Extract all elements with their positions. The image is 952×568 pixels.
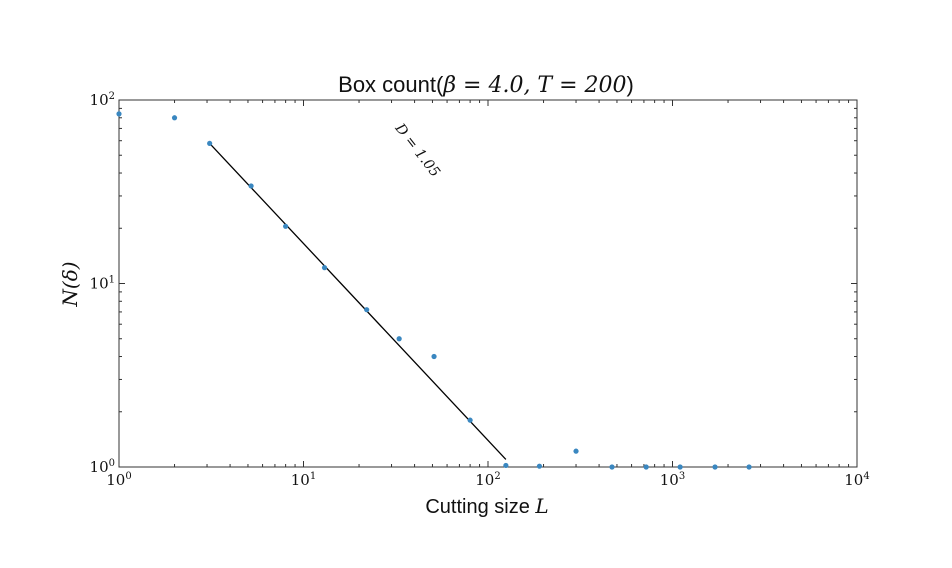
data-point — [116, 111, 122, 117]
data-point — [677, 464, 683, 470]
data-point — [609, 464, 615, 470]
y-tick-label: 101 — [90, 275, 115, 293]
y-tick-label: 102 — [90, 91, 115, 109]
x-axis-label: Cutting size L — [425, 494, 548, 518]
data-point — [171, 115, 178, 121]
data-point — [503, 462, 509, 469]
y-tick-label: 100 — [90, 458, 115, 476]
data-point — [467, 417, 473, 423]
data-points — [116, 111, 752, 470]
fit-annotation: D = 1.05 — [391, 120, 443, 180]
data-point — [248, 183, 254, 189]
data-point — [321, 265, 328, 271]
plot-frame — [118, 99, 858, 468]
data-point — [207, 140, 213, 147]
data-point — [431, 353, 437, 360]
chart-title-suffix: ) — [627, 72, 634, 97]
data-point — [643, 464, 649, 470]
x-tick-label: 100 — [106, 471, 131, 489]
x-tick-label: 101 — [291, 471, 316, 489]
data-point — [573, 448, 579, 454]
data-point — [536, 463, 543, 469]
x-tick-label: 103 — [660, 471, 685, 489]
tick-labels: 100 101 102 103 104 100 101 102 — [90, 91, 870, 489]
chart-title-math: β = 4.0, T = 200 — [442, 73, 626, 98]
data-point — [283, 223, 289, 229]
data-point — [364, 307, 370, 313]
x-axis-label-math: L — [534, 494, 548, 518]
chart-title: Box count(β = 4.0, T = 200) — [338, 72, 634, 98]
chart-title-prefix: Box count( — [338, 72, 444, 97]
axis-ticks — [118, 100, 857, 468]
x-tick-label: 104 — [844, 471, 869, 489]
data-point — [746, 464, 752, 470]
y-axis-label: N(δ) — [58, 261, 82, 307]
data-point — [712, 464, 718, 470]
x-axis-label-text: Cutting size — [425, 496, 535, 518]
x-tick-label: 102 — [475, 471, 500, 489]
fit-line — [209, 142, 507, 460]
data-point — [396, 336, 402, 342]
